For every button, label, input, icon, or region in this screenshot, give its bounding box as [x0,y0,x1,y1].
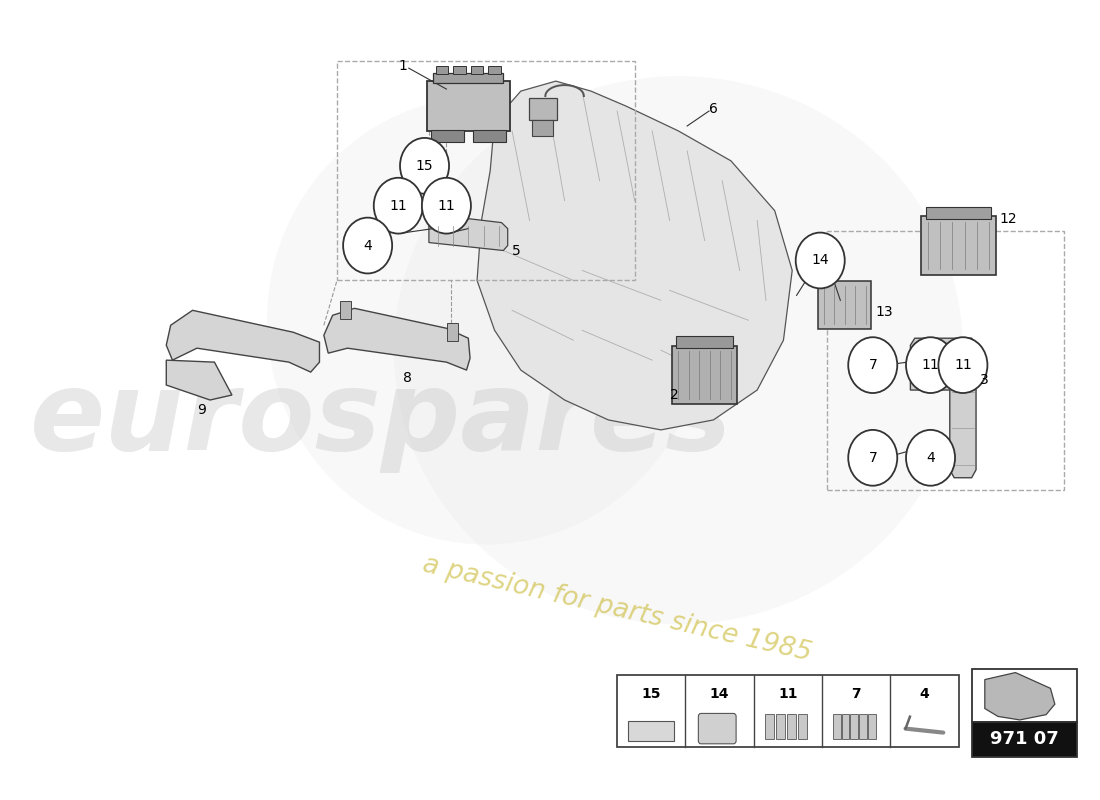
Bar [786,714,796,739]
Text: 7: 7 [868,450,877,465]
Circle shape [795,233,845,288]
Ellipse shape [267,96,705,545]
Bar [427,81,510,131]
Text: 13: 13 [876,306,893,319]
Bar [922,216,996,275]
Text: 4: 4 [363,238,372,253]
Text: 9: 9 [197,403,206,417]
Text: 11: 11 [922,358,939,372]
Bar [926,206,991,218]
Bar [798,714,807,739]
Circle shape [343,218,392,274]
Circle shape [906,338,955,393]
Bar [471,66,483,74]
Circle shape [422,178,471,234]
Bar [971,669,1077,722]
Bar [436,66,448,74]
Bar [473,130,506,142]
Bar [617,675,958,746]
Bar [827,230,1064,490]
Bar [672,346,737,404]
Polygon shape [477,81,792,430]
Text: 3: 3 [980,373,989,387]
Bar [532,120,553,136]
Bar [529,98,557,120]
Text: 8: 8 [403,371,411,385]
Text: 971 07: 971 07 [990,730,1058,748]
Text: 7: 7 [868,358,877,372]
Circle shape [400,138,449,194]
FancyBboxPatch shape [698,714,736,744]
Bar [628,722,674,741]
Text: 14: 14 [710,686,729,701]
Ellipse shape [394,76,962,624]
Text: 7: 7 [851,686,861,701]
Bar [818,282,871,330]
Bar [868,714,876,739]
Bar [676,336,733,348]
Text: 6: 6 [710,102,718,116]
Text: a passion for parts since 1985: a passion for parts since 1985 [420,552,814,666]
Circle shape [848,338,898,393]
Polygon shape [166,360,232,400]
Text: eurospares: eurospares [30,366,732,474]
Bar [448,323,458,342]
Circle shape [906,430,955,486]
Circle shape [848,430,898,486]
Text: 2: 2 [670,388,679,402]
Text: 11: 11 [954,358,971,372]
Bar [764,714,774,739]
Bar [776,714,785,739]
Polygon shape [911,338,976,478]
Text: 15: 15 [416,159,433,173]
Bar [453,66,465,74]
Polygon shape [429,218,508,250]
Bar [488,66,501,74]
Circle shape [374,178,422,234]
Circle shape [938,338,988,393]
Bar [341,302,351,319]
Bar [859,714,867,739]
Bar [337,61,635,281]
Bar [971,722,1077,757]
Text: 11: 11 [778,686,798,701]
Bar [850,714,858,739]
Text: 15: 15 [641,686,661,701]
Text: 14: 14 [812,254,829,267]
Polygon shape [323,308,470,370]
Text: 4: 4 [920,686,929,701]
Bar [433,73,504,83]
Text: 11: 11 [438,198,455,213]
Text: 11: 11 [389,198,407,213]
Polygon shape [984,673,1055,720]
Text: 4: 4 [926,450,935,465]
Bar [431,130,464,142]
Text: 5: 5 [513,243,520,258]
Polygon shape [166,310,319,372]
Text: 1: 1 [398,59,407,73]
Bar [842,714,849,739]
Bar [833,714,840,739]
Text: 12: 12 [1000,212,1018,226]
